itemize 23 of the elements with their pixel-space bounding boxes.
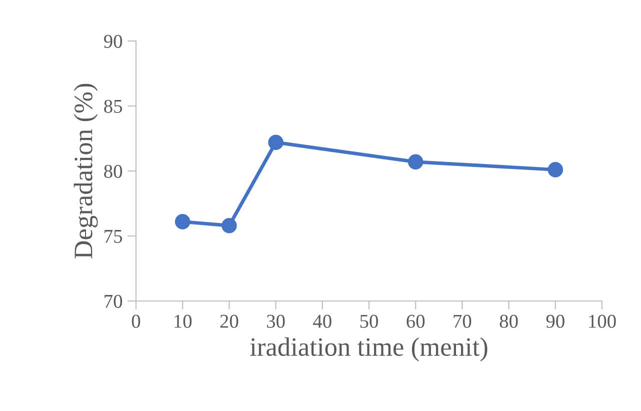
point — [222, 218, 237, 234]
x-tick-label: 90 — [546, 314, 564, 328]
y-tick-label: 90 — [104, 34, 122, 48]
y-tick-label: 75 — [104, 230, 122, 243]
x-tick-label: 40 — [313, 314, 332, 328]
x-tick-label: 20 — [220, 314, 238, 328]
x-tick-label: 100 — [589, 314, 616, 328]
point — [548, 162, 564, 178]
point — [268, 134, 284, 150]
x-tick-label: 50 — [360, 314, 378, 328]
x-axis-title: iradiation time (menit) — [250, 337, 488, 362]
x-tick-label: 10 — [174, 314, 192, 328]
x-tick-label: 30 — [267, 314, 285, 328]
x-tick-label: 70 — [454, 314, 472, 328]
y-tick-label: 80 — [104, 164, 122, 178]
y-tick-label: 70 — [104, 294, 122, 308]
point — [408, 154, 424, 170]
x-tick-label: 80 — [500, 314, 518, 328]
point — [174, 214, 190, 230]
x-tick-label: 0 — [132, 314, 140, 328]
y-axis-title: Degradation (%) — [74, 84, 98, 259]
y-tick-label: 85 — [104, 100, 122, 113]
x-tick-label: 60 — [406, 314, 425, 328]
